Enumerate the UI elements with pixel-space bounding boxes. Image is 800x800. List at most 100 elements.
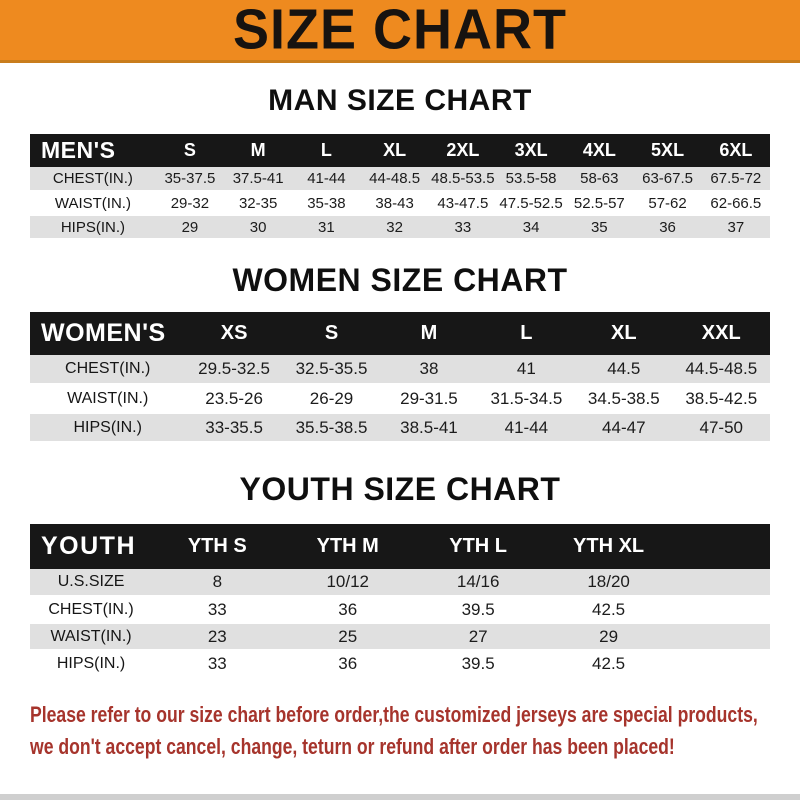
size-col-header: XL xyxy=(575,312,673,356)
women-size-table-container: WOMEN'S XS S M L XL XXL CHEST(IN.) 29.5-32.5 32.5… xyxy=(30,312,770,444)
size-cell: 58-63 xyxy=(565,167,634,192)
size-col-header: XL xyxy=(360,134,429,167)
size-cell: 52.5-57 xyxy=(565,191,634,216)
size-cell: 37.5-41 xyxy=(224,167,293,192)
size-cell: 33 xyxy=(428,215,497,240)
size-cell: 34.5-38.5 xyxy=(575,384,673,415)
row-label: HIPS(IN.) xyxy=(30,413,186,444)
youth-size-table: YOUTH YTH S YTH M YTH L YTH XL U.S.SIZE 8 10/12… xyxy=(30,524,770,679)
row-label: WAIST(IN.) xyxy=(30,623,153,652)
size-cell: 36 xyxy=(282,596,413,625)
row-label: CHEST(IN.) xyxy=(30,596,153,625)
size-cell: 57-62 xyxy=(633,191,702,216)
size-cell: 29-31.5 xyxy=(380,384,478,415)
size-cell: 39.5 xyxy=(412,596,544,625)
size-cell: 18/20 xyxy=(543,569,674,598)
row-label: WAIST(IN.) xyxy=(30,384,186,415)
size-cell: 48.5-53.5 xyxy=(428,167,497,192)
size-col-header: YTH XL xyxy=(543,524,674,570)
size-cell: 35 xyxy=(565,215,634,240)
bottom-strip xyxy=(0,794,800,800)
size-col-header: 3XL xyxy=(496,134,566,167)
size-cell: 39.5 xyxy=(412,650,544,679)
size-col-header: YTH S xyxy=(152,524,283,570)
table-row: HIPS(IN.) 33-35.5 35.5-38.5 38.5-41 41-44 44-… xyxy=(30,413,770,444)
row-label: HIPS(IN.) xyxy=(30,215,156,240)
size-cell: 8 xyxy=(152,569,283,598)
table-row: WAIST(IN.) 23 25 27 29 xyxy=(30,623,770,652)
size-cell: 53.5-58 xyxy=(496,167,566,192)
size-cell: 14/16 xyxy=(412,569,544,598)
row-label: CHEST(IN.) xyxy=(30,167,156,192)
men-size-table-container: MEN'S S M L XL 2XL 3XL 4XL 5XL 6XL CHEST(IN.) 35-37… xyxy=(30,134,770,240)
size-cell: 35-38 xyxy=(292,191,361,216)
size-cell: 29 xyxy=(155,215,225,240)
table-row: HIPS(IN.) 33 36 39.5 42.5 xyxy=(30,650,770,679)
row-label: U.S.SIZE xyxy=(30,569,153,598)
size-col-header: 4XL xyxy=(565,134,634,167)
size-cell: 43-47.5 xyxy=(428,191,497,216)
table-row: HIPS(IN.) 29 30 31 32 33 34 35 36 37 xyxy=(30,215,770,240)
size-cell: 36 xyxy=(282,650,413,679)
size-cell: 32.5-35.5 xyxy=(282,355,381,386)
size-cell: 38.5-42.5 xyxy=(672,384,770,415)
table-row: CHEST(IN.) 35-37.5 37.5-41 41-44 44-48.5 48.5… xyxy=(30,167,770,192)
size-cell: 31.5-34.5 xyxy=(477,384,576,415)
size-cell: 37 xyxy=(701,215,770,240)
size-cell: 44-48.5 xyxy=(360,167,429,192)
size-cell: 29 xyxy=(543,623,674,652)
size-cell: 34 xyxy=(496,215,566,240)
disclaimer-line-2: we don't accept cancel, change, teturn o… xyxy=(30,734,675,760)
size-col-header: XS xyxy=(185,312,283,356)
men-corner-label: MEN'S xyxy=(30,134,156,167)
filler-cell xyxy=(673,569,770,598)
size-chart-banner: SIZE CHART xyxy=(0,0,800,63)
youth-corner-label: YOUTH xyxy=(30,524,153,570)
size-cell: 10/12 xyxy=(282,569,413,598)
size-cell: 25 xyxy=(282,623,413,652)
size-cell: 36 xyxy=(633,215,702,240)
banner-title: SIZE CHART xyxy=(233,0,567,62)
size-cell: 44.5 xyxy=(575,355,673,386)
youth-size-table-container: YOUTH YTH S YTH M YTH L YTH XL U.S.SIZE 8 10/12… xyxy=(30,524,770,679)
size-col-header: M xyxy=(380,312,478,356)
filler-cell xyxy=(673,650,770,679)
women-size-table: WOMEN'S XS S M L XL XXL CHEST(IN.) 29.5-32.5 32.5… xyxy=(30,312,770,444)
size-cell: 42.5 xyxy=(543,596,674,625)
size-cell: 38 xyxy=(380,355,478,386)
youth-section-heading: YOUTH SIZE CHART xyxy=(239,471,561,508)
table-row: U.S.SIZE 8 10/12 14/16 18/20 xyxy=(30,569,770,598)
size-cell: 31 xyxy=(292,215,361,240)
size-cell: 38.5-41 xyxy=(380,413,478,444)
disclaimer-line-1: Please refer to our size chart before or… xyxy=(30,702,758,728)
men-size-table: MEN'S S M L XL 2XL 3XL 4XL 5XL 6XL CHEST(IN.) 35-37… xyxy=(30,134,770,240)
size-col-header: S xyxy=(155,134,225,167)
size-cell: 23 xyxy=(152,623,283,652)
size-col-header: 6XL xyxy=(701,134,770,167)
table-row: CHEST(IN.) 33 36 39.5 42.5 xyxy=(30,596,770,625)
size-col-header: XXL xyxy=(672,312,770,356)
size-cell: 44-47 xyxy=(575,413,673,444)
size-col-header: YTH L xyxy=(412,524,544,570)
row-label: HIPS(IN.) xyxy=(30,650,153,679)
youth-header-row: YOUTH YTH S YTH M YTH L YTH XL xyxy=(30,524,770,570)
size-cell: 33-35.5 xyxy=(185,413,283,444)
size-col-header: L xyxy=(477,312,576,356)
disclaimer: Please refer to our size chart before or… xyxy=(30,699,758,763)
women-header-row: WOMEN'S XS S M L XL XXL xyxy=(30,312,770,356)
size-cell: 42.5 xyxy=(543,650,674,679)
size-col-header: YTH M xyxy=(282,524,413,570)
size-cell: 47.5-52.5 xyxy=(496,191,566,216)
size-cell: 32-35 xyxy=(224,191,293,216)
size-cell: 23.5-26 xyxy=(185,384,283,415)
size-cell: 29.5-32.5 xyxy=(185,355,283,386)
row-label: WAIST(IN.) xyxy=(30,191,156,216)
row-label: CHEST(IN.) xyxy=(30,355,186,386)
table-row: WAIST(IN.) 23.5-26 26-29 29-31.5 31.5-34.5 34… xyxy=(30,384,770,415)
size-cell: 33 xyxy=(152,596,283,625)
table-row: WAIST(IN.) 29-32 32-35 35-38 38-43 43-47.5 47.… xyxy=(30,191,770,216)
size-col-header: L xyxy=(292,134,361,167)
filler-cell xyxy=(673,524,770,570)
women-section-heading: WOMEN SIZE CHART xyxy=(232,262,568,298)
